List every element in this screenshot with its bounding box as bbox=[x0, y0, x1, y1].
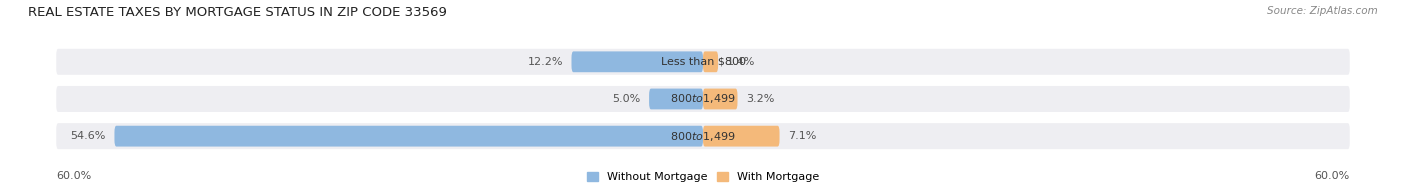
FancyBboxPatch shape bbox=[56, 86, 1350, 112]
Text: Source: ZipAtlas.com: Source: ZipAtlas.com bbox=[1267, 6, 1378, 16]
FancyBboxPatch shape bbox=[56, 123, 1350, 149]
Text: Less than $800: Less than $800 bbox=[661, 57, 745, 67]
Text: 3.2%: 3.2% bbox=[747, 94, 775, 104]
FancyBboxPatch shape bbox=[571, 51, 703, 72]
Text: $800 to $1,499: $800 to $1,499 bbox=[671, 93, 735, 105]
FancyBboxPatch shape bbox=[56, 49, 1350, 75]
Text: 60.0%: 60.0% bbox=[56, 171, 91, 181]
Legend: Without Mortgage, With Mortgage: Without Mortgage, With Mortgage bbox=[582, 167, 824, 187]
FancyBboxPatch shape bbox=[650, 89, 703, 109]
Text: 5.0%: 5.0% bbox=[612, 94, 641, 104]
FancyBboxPatch shape bbox=[114, 126, 703, 147]
FancyBboxPatch shape bbox=[703, 51, 718, 72]
Text: 7.1%: 7.1% bbox=[789, 131, 817, 141]
FancyBboxPatch shape bbox=[703, 126, 779, 147]
Text: 54.6%: 54.6% bbox=[70, 131, 105, 141]
FancyBboxPatch shape bbox=[703, 89, 738, 109]
Text: 12.2%: 12.2% bbox=[527, 57, 562, 67]
Text: 1.4%: 1.4% bbox=[727, 57, 755, 67]
Text: REAL ESTATE TAXES BY MORTGAGE STATUS IN ZIP CODE 33569: REAL ESTATE TAXES BY MORTGAGE STATUS IN … bbox=[28, 6, 447, 19]
Text: 60.0%: 60.0% bbox=[1315, 171, 1350, 181]
Text: $800 to $1,499: $800 to $1,499 bbox=[671, 130, 735, 143]
